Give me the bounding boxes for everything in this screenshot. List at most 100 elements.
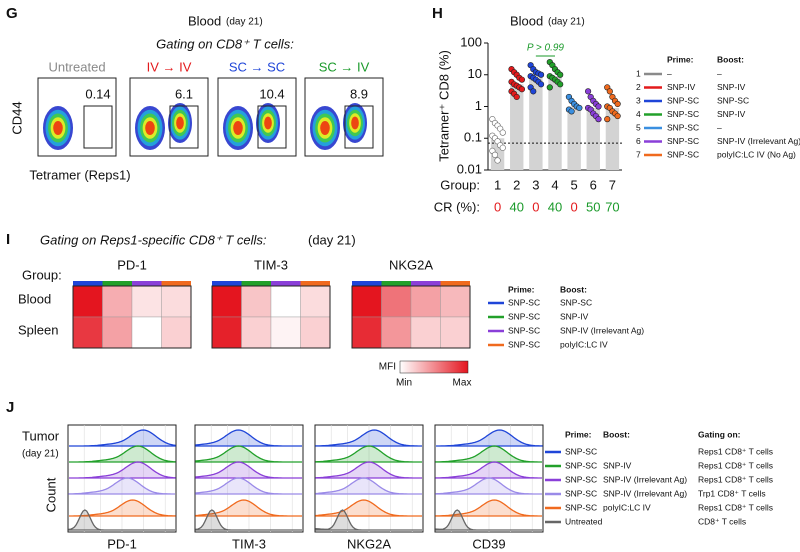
heatmap-cell: [72, 316, 103, 349]
heatmap-cell: [410, 316, 441, 349]
group-bar: [300, 281, 330, 286]
legend-boost: SNP-IV: [603, 460, 632, 470]
cr-value: 70: [605, 199, 619, 214]
heatmap-cell: [161, 285, 192, 318]
data-point: [557, 71, 564, 78]
data-point: [499, 129, 506, 136]
cr-value: 0: [494, 199, 501, 214]
legend-boost: SNP-IV: [717, 109, 746, 119]
legend-boost: polyIC:LC IV (No Ag): [717, 149, 796, 159]
data-point: [546, 84, 553, 91]
data-point: [537, 81, 545, 88]
legend-prime: SNP-SC: [508, 339, 540, 349]
heatmap-cell: [351, 285, 382, 318]
data-point: [518, 76, 526, 83]
panel-title: Tumor: [22, 428, 60, 443]
legend-group: 4: [636, 109, 641, 119]
density: [320, 120, 330, 136]
data-point: [491, 151, 499, 158]
data-point: [604, 116, 611, 123]
heatmap-cell: [440, 285, 471, 318]
group-bar: [241, 281, 271, 286]
histogram: [68, 477, 175, 495]
gate-value: 8.9: [350, 86, 368, 101]
legend-prime: SNP-SC: [565, 446, 597, 456]
heatmap-title: PD-1: [117, 257, 147, 272]
data-point: [595, 103, 602, 110]
data-point: [557, 81, 564, 88]
group-bar: [411, 281, 441, 286]
data-point: [499, 144, 506, 151]
x-tick-label: 6: [590, 177, 597, 192]
y-tick-label: 100: [460, 34, 482, 49]
bar: [567, 106, 581, 170]
data-point: [576, 104, 583, 112]
legend-group: 7: [636, 149, 641, 159]
heatmap-cell: [102, 316, 133, 349]
gate-value: 6.1: [175, 86, 193, 101]
x-tick-label: 4: [551, 177, 558, 192]
legend-group: 1: [636, 68, 641, 78]
heatmap-title: TIM-3: [254, 257, 288, 272]
cr-value: 40: [509, 199, 523, 214]
heatmap-cell: [72, 285, 103, 318]
legend-prime: SNP-SC: [565, 474, 597, 484]
data-point: [568, 108, 575, 115]
x-axis-label: TIM-3: [232, 536, 266, 551]
legend-prime: SNP-SC: [508, 297, 540, 307]
group-bar: [102, 281, 132, 286]
bar: [510, 84, 524, 170]
legend-boost: –: [717, 122, 722, 132]
legend-gating: Reps1 CD8⁺ T cells: [698, 474, 773, 484]
legend-boost: polyIC:LC IV: [603, 502, 651, 512]
legend-header: Boost:: [603, 429, 630, 439]
group-bar: [440, 281, 470, 286]
histogram: [435, 477, 542, 495]
chart-title: Blood: [510, 13, 543, 28]
data-point: [530, 88, 537, 95]
legend-group: 6: [636, 136, 641, 146]
panel-subtitle: Gating on Reps1-specific CD8⁺ T cells:: [40, 232, 267, 247]
gate: [83, 105, 113, 149]
heatmap-cell: [351, 316, 382, 349]
colorbar-max: Max: [453, 378, 472, 389]
group-label: Group:: [440, 177, 480, 192]
row-label: Spleen: [18, 322, 58, 337]
gate: [344, 105, 374, 149]
legend-boost: SNP-IV (Irrelevant Ag): [560, 325, 644, 335]
bar: [548, 76, 562, 170]
heatmap-cell: [300, 285, 331, 318]
x-axis-label: Tetramer (Reps1): [29, 167, 130, 182]
histogram: [195, 429, 302, 447]
histogram: [315, 445, 422, 463]
histogram: [435, 499, 542, 517]
density: [351, 116, 359, 130]
cr-label: CR (%):: [434, 199, 480, 214]
legend-prime: SNP-SC: [667, 149, 699, 159]
legend-prime: SNP-SC: [508, 311, 540, 321]
heatmap-cell: [270, 316, 301, 349]
heatmap-frame: [211, 285, 331, 349]
legend-prime: SNP-SC: [667, 136, 699, 146]
legend-group: 5: [636, 122, 641, 132]
panel-subtitle: Gating on CD8⁺ T cells:: [156, 36, 294, 51]
y-tick-label: 10: [468, 66, 482, 81]
legend-header: Boost:: [717, 54, 744, 64]
histogram: [69, 461, 176, 479]
legend-prime: SNP-SC: [667, 95, 699, 105]
legend-gating: Trp1 CD8⁺ T cells: [698, 488, 766, 498]
panel-title-note: (day 21): [22, 449, 59, 460]
group-bar: [161, 281, 191, 286]
heatmap-cell: [211, 316, 242, 349]
group-label: Group:: [22, 267, 62, 282]
legend-gating: Reps1 CD8⁺ T cells: [698, 446, 773, 456]
data-point: [494, 157, 501, 164]
legend-prime: SNP-SC: [667, 109, 699, 119]
panel-title: Blood: [188, 13, 221, 28]
legend-boost: SNP-IV (Irrelevant Ag): [603, 474, 687, 484]
heatmap-cell: [270, 285, 301, 318]
histogram: [315, 499, 422, 517]
legend-gating: Reps1 CD8⁺ T cells: [698, 460, 773, 470]
x-axis-label: NKG2A: [347, 536, 391, 551]
heatmap-cell: [102, 285, 133, 318]
